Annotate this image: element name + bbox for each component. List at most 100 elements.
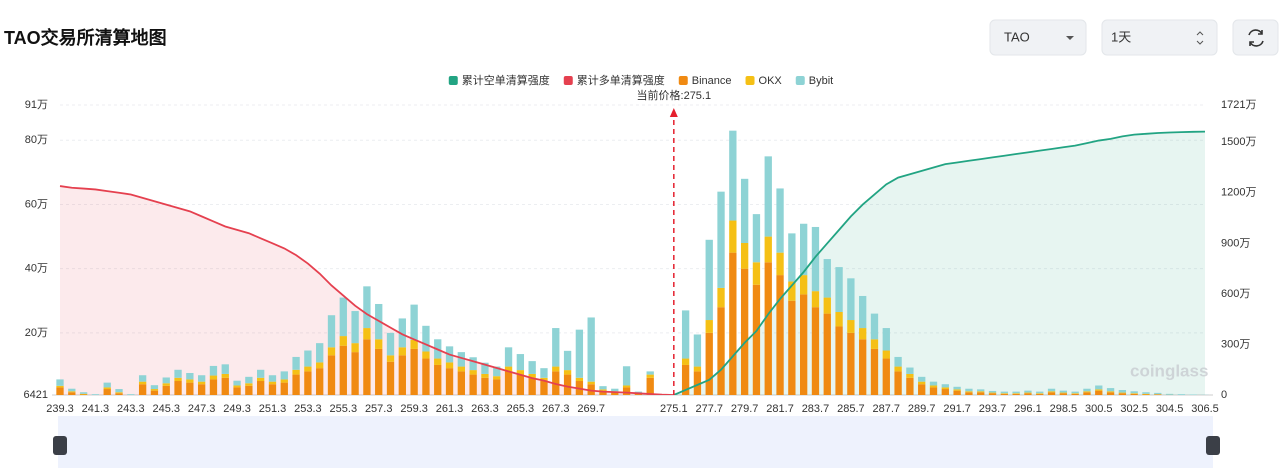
bar — [316, 343, 324, 363]
bar — [375, 339, 383, 349]
bar — [422, 351, 430, 359]
x-tick-label: 298.5 — [1050, 403, 1078, 415]
bar — [398, 347, 406, 356]
bar — [705, 332, 713, 395]
bar — [339, 336, 347, 346]
bar — [670, 396, 677, 397]
bar — [740, 268, 749, 395]
bar — [339, 297, 347, 337]
bar — [1083, 391, 1091, 393]
bar — [481, 373, 489, 378]
bar — [941, 387, 949, 390]
bar — [245, 385, 253, 395]
plot — [56, 130, 1209, 397]
bar — [1106, 392, 1115, 395]
bar — [941, 384, 949, 388]
period-select[interactable]: 1天 — [1101, 19, 1218, 56]
bar — [257, 369, 265, 378]
bar — [740, 243, 749, 269]
bar — [1201, 396, 1208, 397]
bar — [599, 390, 607, 395]
bar — [764, 262, 772, 395]
bar — [1083, 388, 1091, 392]
bar — [103, 387, 111, 390]
bar — [79, 392, 88, 394]
bar — [693, 371, 702, 395]
bar — [800, 223, 808, 276]
y-tick-label: 40万 — [25, 263, 48, 275]
bar — [634, 393, 643, 395]
bar — [398, 318, 406, 348]
bar — [457, 352, 465, 367]
bar — [245, 383, 253, 386]
bar — [847, 278, 855, 321]
x-tick-label: 253.3 — [294, 403, 322, 415]
symbol-value: TAO — [1004, 29, 1030, 44]
bar — [469, 370, 477, 375]
x-tick-label: 251.3 — [259, 403, 287, 415]
line — [673, 130, 1206, 395]
bar — [587, 381, 595, 385]
bar — [528, 361, 536, 374]
bar — [811, 307, 820, 395]
bar — [292, 356, 300, 370]
zoom-slider[interactable] — [53, 416, 1220, 468]
bar — [835, 326, 843, 395]
bar — [1036, 393, 1044, 394]
bar — [1189, 394, 1197, 395]
bar — [1118, 392, 1127, 394]
bar — [197, 375, 206, 382]
bar — [859, 339, 867, 395]
bar — [717, 287, 725, 308]
bar — [292, 369, 300, 375]
bar — [1130, 391, 1138, 394]
bar — [351, 311, 359, 344]
bar — [79, 394, 88, 395]
bar — [988, 393, 997, 395]
bar — [1165, 393, 1174, 395]
bar — [788, 233, 796, 282]
bar — [268, 384, 277, 395]
bar — [622, 387, 631, 395]
bar — [493, 379, 501, 395]
bar — [1095, 389, 1103, 391]
bar — [1106, 391, 1115, 393]
x-tick-label: 267.3 — [542, 403, 570, 415]
bar — [92, 395, 99, 397]
x-tick-label: 255.3 — [330, 403, 358, 415]
bar — [776, 252, 784, 276]
bar — [552, 328, 560, 367]
bar — [351, 352, 359, 395]
y-tick-label: 80万 — [25, 134, 48, 146]
bar — [1000, 393, 1008, 394]
bar — [103, 382, 111, 388]
refresh-button[interactable] — [1232, 19, 1279, 56]
bar — [894, 356, 902, 367]
bar — [835, 312, 843, 327]
symbol-select[interactable]: TAO — [989, 19, 1087, 56]
bar — [1130, 393, 1138, 394]
x-tick-label: 300.5 — [1085, 403, 1113, 415]
page-title: TAO交易所清算地图 — [4, 27, 167, 48]
bar — [882, 328, 890, 351]
legend-swatch — [745, 76, 755, 85]
bar — [977, 389, 985, 392]
bar — [197, 384, 206, 395]
bar — [540, 381, 548, 395]
bar — [563, 374, 572, 395]
x-tick-label: 293.7 — [979, 403, 1007, 415]
bar — [304, 350, 312, 367]
bar — [233, 380, 241, 386]
bar — [138, 375, 147, 382]
bar — [575, 377, 584, 382]
bar — [800, 275, 808, 295]
bar — [115, 393, 123, 395]
bar — [658, 395, 665, 397]
x-tick-label: 275.1 — [660, 403, 688, 415]
bar — [375, 348, 383, 395]
bar — [327, 355, 336, 395]
bar — [1106, 388, 1115, 392]
bar — [457, 366, 465, 372]
bar — [941, 389, 949, 395]
bar — [68, 392, 76, 395]
